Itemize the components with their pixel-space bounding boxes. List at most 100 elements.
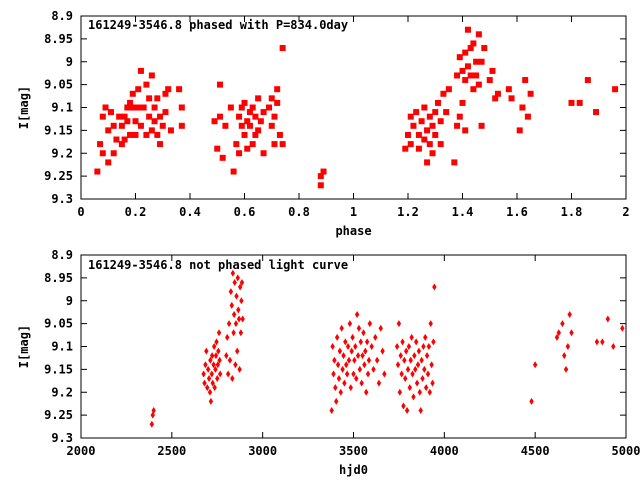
data-point bbox=[423, 333, 428, 341]
data-point bbox=[137, 67, 144, 74]
data-point bbox=[443, 109, 450, 116]
data-point bbox=[118, 122, 125, 129]
data-point bbox=[162, 109, 169, 116]
data-point bbox=[340, 365, 345, 373]
data-point bbox=[418, 118, 425, 125]
y-tick-label: 8.95 bbox=[44, 32, 73, 46]
data-point bbox=[260, 109, 267, 116]
data-point bbox=[121, 113, 128, 120]
data-point bbox=[429, 122, 436, 129]
data-point bbox=[99, 113, 106, 120]
data-point bbox=[240, 315, 245, 323]
data-point bbox=[235, 347, 240, 355]
data-point bbox=[244, 145, 251, 152]
data-point bbox=[157, 113, 164, 120]
x-tick-label: 1 bbox=[350, 205, 357, 219]
data-point bbox=[411, 393, 416, 401]
data-point bbox=[222, 122, 229, 129]
data-point bbox=[364, 388, 369, 396]
data-point bbox=[354, 375, 359, 383]
y-tick-label: 9.15 bbox=[44, 362, 73, 376]
data-point bbox=[424, 352, 430, 360]
y-tick-label: 9.1 bbox=[51, 101, 73, 115]
data-point bbox=[350, 333, 355, 341]
y-tick-label: 9.3 bbox=[51, 431, 73, 445]
data-point bbox=[429, 361, 434, 369]
data-point bbox=[211, 361, 216, 369]
x-tick-label: 1.2 bbox=[397, 205, 419, 219]
data-point bbox=[348, 384, 353, 392]
data-point bbox=[102, 104, 109, 111]
data-point bbox=[342, 379, 347, 387]
data-point bbox=[464, 63, 471, 70]
data-point bbox=[237, 283, 243, 291]
data-point bbox=[331, 370, 336, 378]
data-point bbox=[249, 141, 256, 148]
data-point bbox=[508, 95, 515, 102]
x-tick-label: 2000 bbox=[67, 444, 96, 458]
y-tick-label: 9.3 bbox=[51, 192, 73, 206]
data-point bbox=[373, 333, 378, 341]
data-point bbox=[600, 338, 605, 346]
data-point bbox=[211, 118, 218, 125]
data-point bbox=[335, 361, 341, 369]
data-point bbox=[556, 329, 561, 337]
data-point bbox=[236, 306, 241, 314]
data-point bbox=[410, 122, 417, 129]
data-point bbox=[454, 72, 461, 79]
data-point bbox=[360, 352, 365, 360]
data-point bbox=[225, 370, 231, 378]
data-point bbox=[421, 104, 428, 111]
data-point bbox=[229, 301, 234, 309]
data-point bbox=[124, 118, 131, 125]
data-point bbox=[341, 352, 346, 360]
data-point bbox=[132, 131, 139, 138]
data-point bbox=[271, 113, 278, 120]
data-point bbox=[402, 356, 407, 364]
data-point bbox=[274, 86, 281, 93]
data-point bbox=[344, 370, 350, 378]
data-point bbox=[410, 370, 415, 378]
data-point bbox=[140, 104, 147, 111]
data-point bbox=[432, 109, 439, 116]
data-point bbox=[236, 113, 243, 120]
data-point bbox=[369, 343, 374, 350]
data-point bbox=[426, 141, 433, 148]
data-point bbox=[394, 343, 400, 350]
data-point bbox=[271, 141, 278, 148]
data-point bbox=[320, 168, 327, 175]
unphased-light-curve-panel: 161249-3546.8 not phased light curve hjd… bbox=[17, 248, 640, 477]
data-point bbox=[127, 99, 134, 106]
data-point bbox=[357, 365, 363, 373]
y-tick-label: 9.05 bbox=[44, 317, 73, 331]
data-point bbox=[165, 86, 172, 93]
data-point bbox=[437, 118, 444, 125]
data-point bbox=[412, 352, 417, 360]
data-point bbox=[252, 113, 259, 120]
data-point bbox=[470, 86, 477, 93]
data-point bbox=[110, 122, 117, 129]
x-tick-label: 2500 bbox=[157, 444, 186, 458]
data-point bbox=[339, 324, 344, 332]
chart-title: 161249-3546.8 phased with P=834.0day bbox=[88, 18, 348, 32]
data-point bbox=[440, 90, 447, 97]
x-tick-label: 3500 bbox=[339, 444, 368, 458]
data-point bbox=[367, 320, 373, 328]
data-point bbox=[116, 113, 123, 120]
data-point bbox=[584, 77, 591, 84]
data-point bbox=[421, 136, 428, 143]
data-point bbox=[317, 182, 324, 189]
data-point bbox=[524, 113, 531, 120]
data-point bbox=[347, 320, 353, 328]
data-point bbox=[238, 122, 245, 129]
data-point bbox=[244, 118, 251, 125]
data-point bbox=[422, 365, 427, 373]
data-point bbox=[110, 150, 117, 157]
data-point bbox=[371, 365, 376, 373]
data-point bbox=[146, 95, 153, 102]
data-point bbox=[560, 320, 565, 328]
data-point bbox=[462, 49, 469, 56]
data-point bbox=[611, 343, 616, 350]
y-tick-label: 9.25 bbox=[44, 169, 73, 183]
data-point bbox=[204, 347, 209, 355]
